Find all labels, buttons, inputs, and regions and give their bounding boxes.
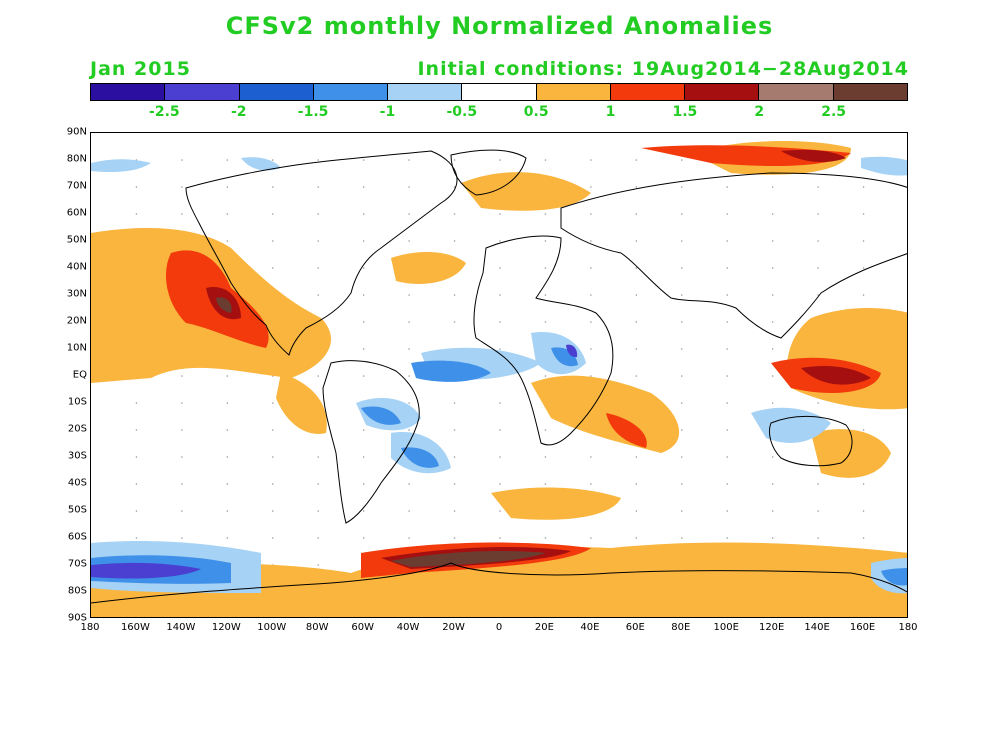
latitude-tick-label: 20N — [66, 315, 87, 327]
color-scale-segment — [759, 84, 834, 100]
color-scale-tick-label: -2.5 — [149, 104, 180, 120]
latitude-tick-label: 80N — [66, 153, 87, 165]
latitude-tick-label: 10N — [66, 342, 87, 354]
anomaly-map — [90, 132, 908, 618]
latitude-tick-label: 30S — [67, 450, 87, 462]
north-america-coast — [185, 150, 458, 356]
latitude-tick-label: 50N — [66, 234, 87, 246]
latitude-tick-label: 40S — [67, 477, 87, 489]
chart-title: CFSv2 monthly Normalized Anomalies — [225, 12, 774, 40]
longitude-tick-label: 120W — [211, 622, 241, 633]
color-scale-segment — [462, 84, 537, 100]
color-scale-segment — [685, 84, 760, 100]
color-scale-tick-label: 1 — [605, 104, 616, 120]
latitude-tick-label: 50S — [67, 504, 87, 516]
latitude-tick-label: 40N — [66, 261, 87, 273]
australia-coast — [768, 415, 853, 467]
color-scale-tick-label: 2 — [754, 104, 765, 120]
longitude-tick-label: 0 — [495, 622, 503, 633]
longitude-tick-label: 160E — [849, 622, 876, 633]
latitude-tick-label: 80S — [67, 585, 87, 597]
longitude-tick-label: 60E — [625, 622, 645, 633]
longitude-tick-label: 180 — [898, 622, 918, 633]
latitude-tick-label: 70S — [67, 558, 87, 570]
color-scale-segment — [239, 84, 314, 100]
longitude-tick-label: 80W — [305, 622, 329, 633]
color-scale-tick-label: -2 — [230, 104, 247, 120]
longitude-tick-label: 140W — [166, 622, 196, 633]
color-scale-tick-label: -1 — [379, 104, 396, 120]
longitude-tick-label: 100W — [257, 622, 287, 633]
color-scale-segment — [91, 84, 166, 100]
south-america-coast — [322, 360, 420, 524]
longitude-axis: 180 160W 140W 120W 100W 80W 60W 40W 20W 0 20E 40E 60… — [80, 622, 917, 636]
latitude-tick-label: 30N — [66, 288, 87, 300]
antarctica-coast — [91, 562, 907, 604]
positive-anomaly-0.5 — [91, 141, 907, 617]
longitude-tick-label: 180 — [80, 622, 100, 633]
latitude-tick-label: 90N — [66, 126, 87, 138]
longitude-tick-label: 80E — [671, 622, 691, 633]
latitude-tick-label: EQ — [72, 369, 87, 381]
positive-anomaly-2.5 — [216, 297, 546, 567]
latitude-tick-label: 90S — [67, 612, 87, 624]
latitude-tick-label: 70N — [66, 180, 87, 192]
color-scale-segment — [833, 84, 907, 100]
color-scale-bar — [90, 83, 908, 101]
latitude-tick-label: 60S — [67, 531, 87, 543]
europe-africa-coast — [473, 235, 614, 446]
color-scale-segment — [313, 84, 389, 100]
color-scale-tick-label: 2.5 — [821, 104, 847, 120]
forecast-month: Jan 2015 — [90, 58, 191, 80]
coastlines — [91, 149, 907, 604]
longitude-tick-label: 100E — [713, 622, 739, 633]
color-scale-segment — [610, 84, 686, 100]
color-scale-tick-label: 0.5 — [523, 104, 549, 120]
color-scale-tick-label: -1.5 — [297, 104, 329, 120]
greenland-coast — [450, 149, 527, 196]
longitude-tick-label: 120E — [758, 622, 785, 633]
color-scale-segment — [388, 84, 463, 100]
initial-conditions-label: Initial conditions: 19Aug2014−28Aug2014 — [417, 58, 909, 80]
negative-anomaly-2 — [91, 344, 578, 579]
longitude-tick-label: 40W — [396, 622, 420, 633]
latitude-tick-label: 10S — [67, 396, 87, 408]
longitude-tick-label: 60W — [351, 622, 374, 633]
longitude-tick-label: 40E — [580, 622, 600, 633]
color-scale-segment — [165, 84, 240, 100]
color-scale-labels: -2.5 -2 -1.5 -1 -0.5 0.5 1 1.5 2 2.5 — [90, 104, 908, 122]
color-scale-segment — [536, 84, 611, 100]
latitude-axis: 90N 80N 70N 60N 50N 40N 30N 20N 10N EQ 10S 20S 30S 40… — [55, 127, 87, 624]
latitude-tick-label: 20S — [67, 423, 87, 435]
latitude-tick-label: 60N — [66, 207, 87, 219]
longitude-tick-label: 20E — [534, 622, 554, 633]
longitude-tick-label: 140E — [804, 622, 830, 633]
asia-coast — [560, 172, 907, 339]
color-scale-tick-label: -0.5 — [446, 104, 478, 120]
color-scale-tick-label: 1.5 — [672, 104, 698, 120]
longitude-tick-label: 20W — [442, 622, 465, 633]
longitude-tick-label: 160W — [120, 622, 150, 633]
